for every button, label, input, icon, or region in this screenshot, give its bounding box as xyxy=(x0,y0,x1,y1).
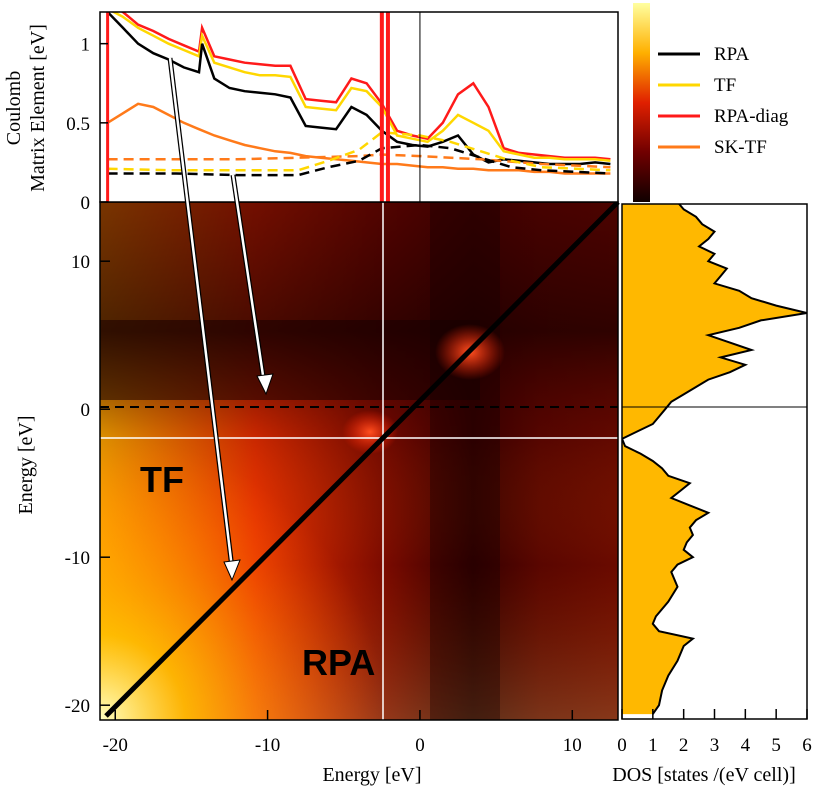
rpa-region-label: RPA xyxy=(302,642,375,683)
legend-label-rpa-diag: RPA-diag xyxy=(714,106,789,127)
dos-x-tick-label: 6 xyxy=(802,735,812,756)
heatmap-y-tick-label: 10 xyxy=(71,252,90,273)
top-y-ticks: 00.51 xyxy=(66,35,108,214)
dos-x-tick-label: 3 xyxy=(710,735,720,756)
arrow-2-head xyxy=(256,373,274,396)
heatmap-x-axis-label: Energy [eV] xyxy=(322,764,421,786)
heatmap-y-tick-label: 0 xyxy=(81,400,91,421)
heatmap-x-tick-label: -20 xyxy=(103,735,128,756)
heatmap-x-tick-label: -10 xyxy=(255,735,280,756)
dos-x-tick-label: 4 xyxy=(741,735,751,756)
arrows xyxy=(167,57,274,582)
top-y-tick-label: 1 xyxy=(81,35,91,56)
heatmap-y-ticks: -20 -10 0 10 xyxy=(65,252,110,717)
arrow-1 xyxy=(168,57,234,569)
arrow-2 xyxy=(231,174,266,383)
arrow-1-head xyxy=(223,559,241,582)
series-sk-tf xyxy=(106,102,611,175)
tf-region-label: TF xyxy=(140,459,184,500)
heatmap-panel: TF RPA -20 -10 0 10 -20 -10 0 10 Energy [eV] E… xyxy=(15,200,620,786)
dos-x-tick-label: 2 xyxy=(679,735,689,756)
legend-label-tf: TF xyxy=(714,75,736,96)
top-y-axis-label-line1: Coulomb xyxy=(3,71,25,145)
heatmap-x-tick-label: 0 xyxy=(415,735,425,756)
dos-fill xyxy=(622,204,807,715)
heatmap-dark-band xyxy=(100,320,480,400)
series-tf-dashed xyxy=(107,131,611,172)
series-tf xyxy=(111,12,611,163)
dos-x-axis-label: DOS [states /(eV cell)] xyxy=(612,764,795,786)
top-line-panel: 00.51 Coulomb Matrix Element [eV] xyxy=(3,11,619,214)
series-rpa-diag xyxy=(120,12,611,161)
top-panel-frame xyxy=(99,11,619,203)
heatmap-x-tick-label: 10 xyxy=(563,735,582,756)
dos-x-tick-label: 0 xyxy=(617,735,627,756)
colorbar xyxy=(633,3,650,202)
legend-label-rpa: RPA xyxy=(714,44,749,65)
legend: RPA TF RPA-diag SK-TF xyxy=(658,44,789,158)
dos-x-tick-label: 1 xyxy=(648,735,658,756)
legend-label-sk-tf: SK-TF xyxy=(714,137,767,158)
heatmap-y-axis-label: Energy [eV] xyxy=(15,415,37,514)
series-rpa xyxy=(106,12,611,166)
top-y-axis-label-line2: Matrix Element [eV] xyxy=(27,24,49,192)
heatmap-hot-spot-2 xyxy=(342,410,398,454)
dos-x-tick-label: 5 xyxy=(771,735,781,756)
dos-outline xyxy=(622,204,807,715)
heatmap-dark-column xyxy=(430,202,500,720)
top-y-tick-label: 0.5 xyxy=(66,114,90,135)
heatmap-y-tick-label: -20 xyxy=(65,696,90,717)
top-y-tick-label: 0 xyxy=(81,193,91,214)
diagonal-line xyxy=(104,200,620,718)
heatmap-x-ticks: -20 -10 0 10 xyxy=(103,710,582,756)
heatmap-y-tick-label: -10 xyxy=(65,548,90,569)
top-series-group xyxy=(106,12,611,202)
